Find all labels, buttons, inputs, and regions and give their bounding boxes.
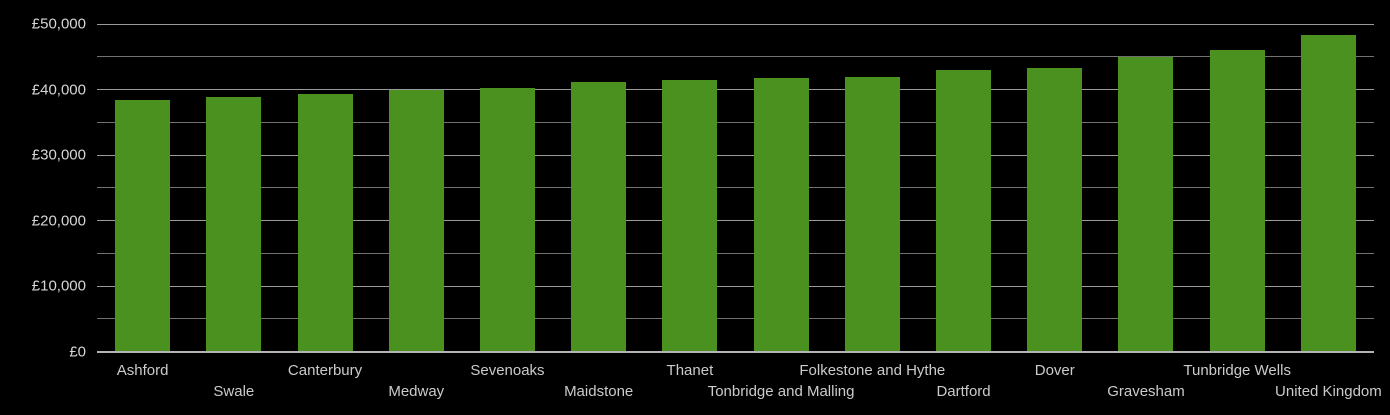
- x-axis-category-label: Swale: [213, 383, 255, 400]
- gridline-major: [97, 220, 1374, 221]
- gridline-major: [97, 23, 1374, 25]
- y-axis-tick-label: £40,000: [31, 81, 86, 98]
- gridline-major: [97, 285, 1374, 287]
- y-axis-tick-label: £30,000: [31, 146, 86, 164]
- gridline-minor: [97, 187, 1374, 189]
- gridline-minor: [97, 56, 1374, 58]
- x-axis-category-label: Tonbridge and Malling: [707, 383, 855, 400]
- bar[interactable]: [1118, 57, 1174, 352]
- x-axis-category-label: Tunbridge Wells: [1183, 362, 1291, 379]
- gridline-major: [97, 89, 1374, 90]
- y-axis-tick-label: £50,000: [31, 15, 86, 33]
- bar[interactable]: [297, 94, 353, 352]
- gridline-major: [97, 154, 1374, 156]
- bar[interactable]: [115, 99, 171, 352]
- bar[interactable]: [753, 78, 809, 352]
- x-axis-category-label: Dartford: [936, 383, 991, 400]
- bar[interactable]: [936, 69, 992, 352]
- bar[interactable]: [1027, 67, 1083, 352]
- x-axis-category-label: Thanet: [666, 362, 714, 379]
- x-axis-category-label: United Kingdom: [1275, 383, 1382, 400]
- bar[interactable]: [662, 80, 718, 352]
- x-axis-category-label: Medway: [388, 383, 445, 400]
- x-axis-category-label: Folkestone and Hythe: [799, 362, 946, 379]
- gridline-minor: [97, 318, 1374, 320]
- x-axis-category-label: Dover: [1034, 362, 1075, 379]
- bar[interactable]: [1209, 49, 1265, 352]
- x-axis-category-label: Canterbury: [287, 362, 363, 379]
- x-axis-category-label: Sevenoaks: [470, 362, 545, 379]
- gridline-minor: [97, 121, 1374, 123]
- bar[interactable]: [844, 77, 900, 352]
- bar[interactable]: [388, 90, 444, 352]
- x-axis-category-label: Ashford: [116, 362, 169, 379]
- bar[interactable]: [206, 97, 262, 352]
- y-axis-tick-label: £0: [69, 343, 86, 360]
- bar[interactable]: [479, 87, 535, 352]
- x-axis-category-label: Gravesham: [1107, 383, 1185, 400]
- bar[interactable]: [571, 82, 627, 352]
- gridline-minor: [97, 252, 1374, 254]
- y-axis-tick-label: £10,000: [31, 277, 86, 295]
- bar[interactable]: [1300, 35, 1356, 352]
- x-axis-line: [97, 350, 1374, 353]
- y-axis-tick-label: £20,000: [31, 212, 86, 229]
- x-axis-category-label: Maidstone: [564, 383, 634, 400]
